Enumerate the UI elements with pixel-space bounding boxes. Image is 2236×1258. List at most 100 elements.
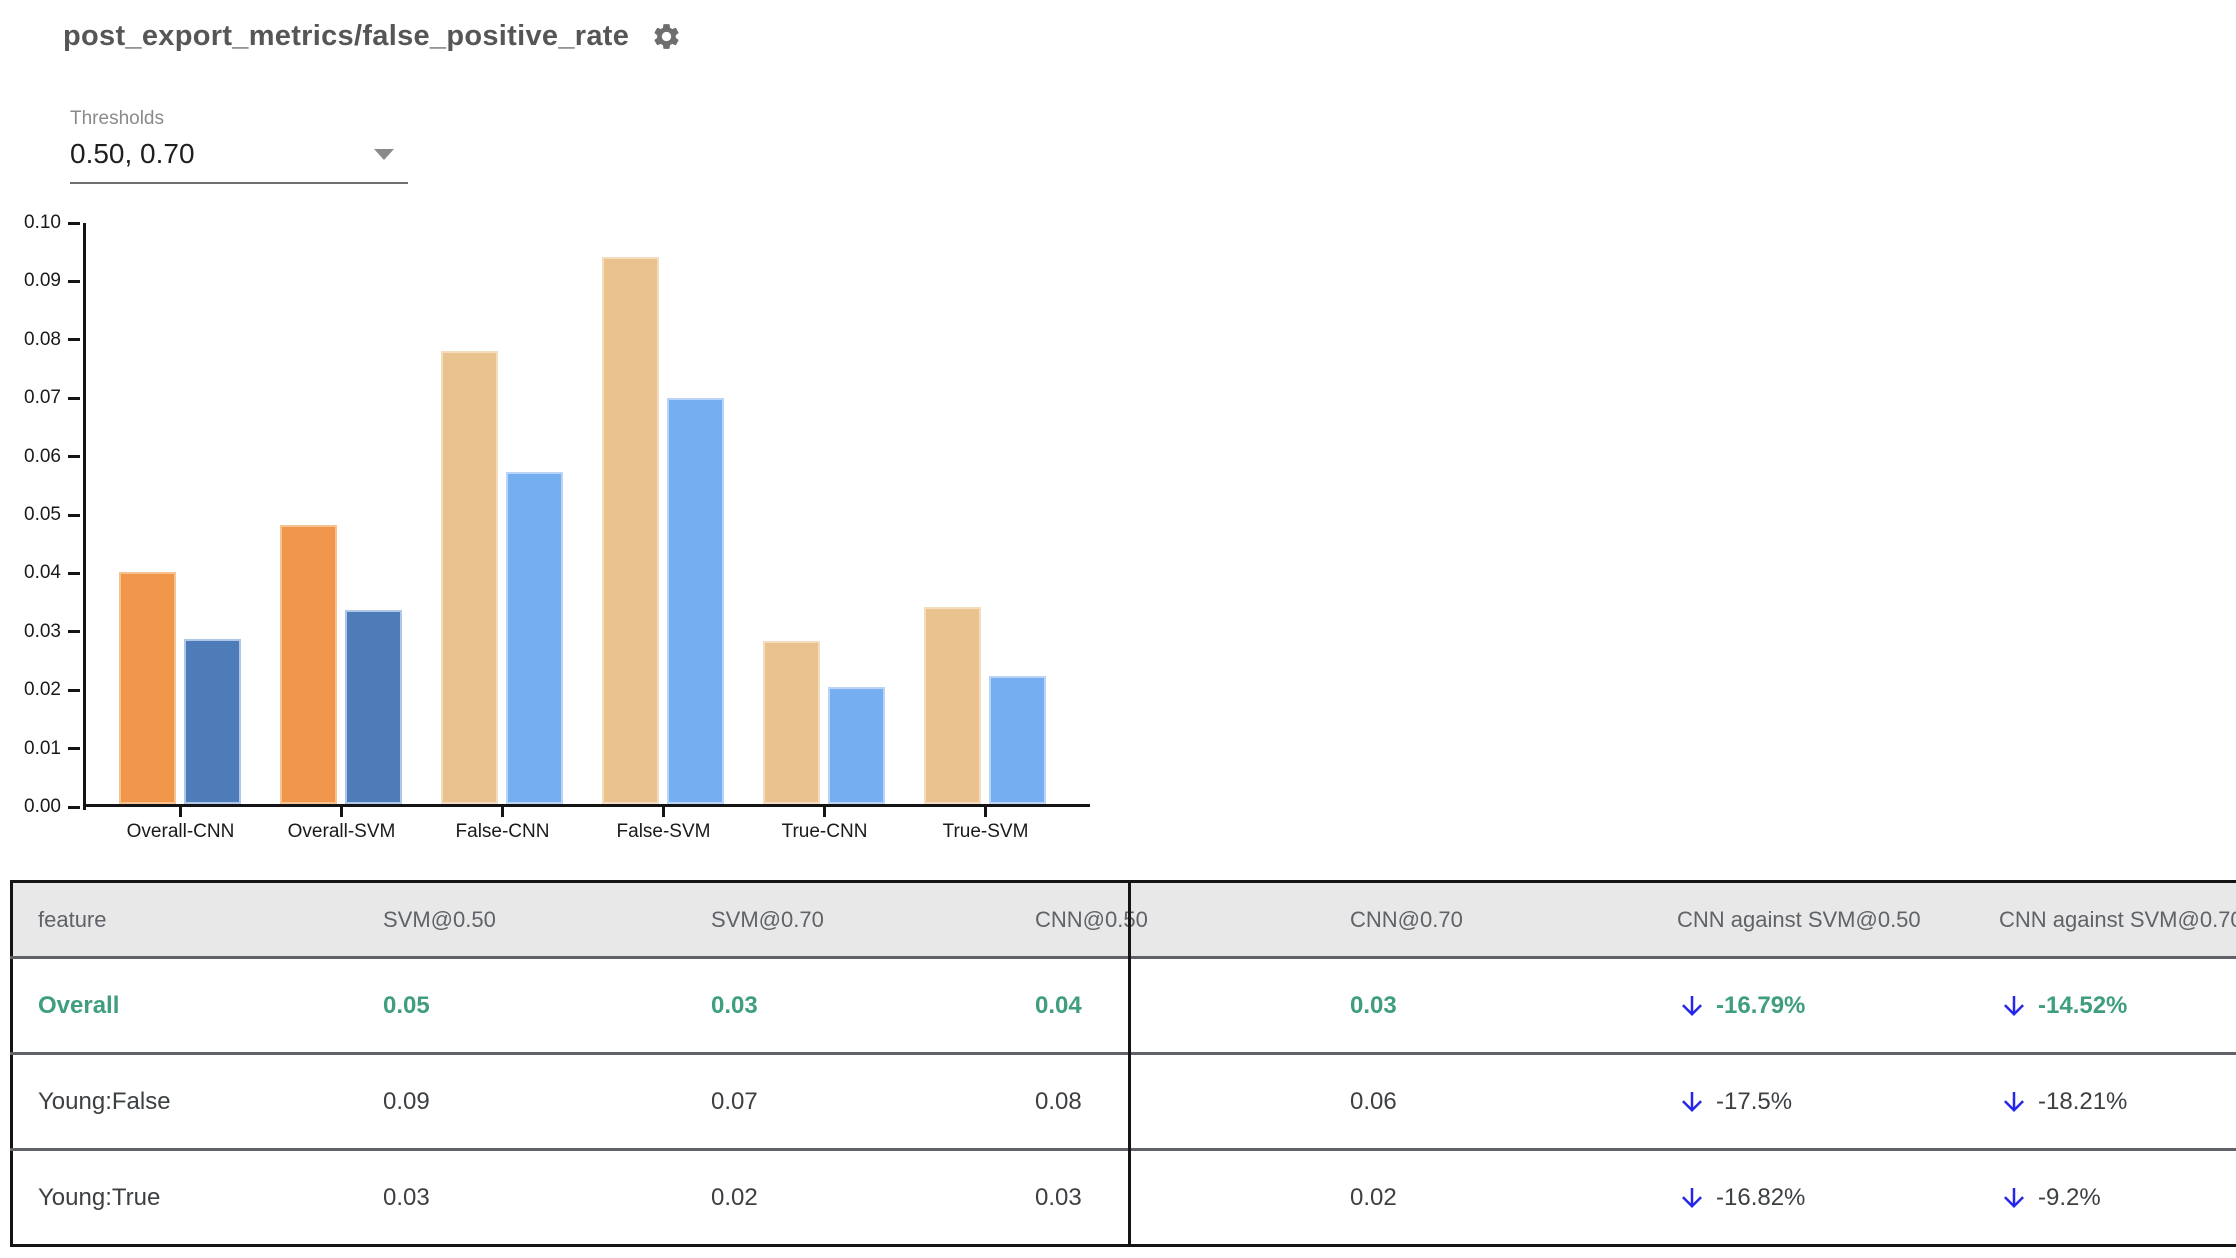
bar-false-cnn-threshold-0.50[interactable] xyxy=(441,351,498,804)
table-row-young-false[interactable]: Young:False 0.09 0.07 0.08 0.06 -17.5% -18.21% xyxy=(11,1053,2236,1151)
metric-value-cell: 0.02 xyxy=(706,1149,1030,1246)
column-header-svm-0-70: SVM@0.70 xyxy=(706,881,1030,959)
y-tick-label: 0.08 xyxy=(24,328,61,350)
metric-value-cell: 0.04 xyxy=(1030,957,1345,1055)
x-axis-label: Overall-SVM xyxy=(287,821,396,842)
page-title: post_export_metrics/false_positive_rate xyxy=(63,20,630,52)
arrow-down-icon xyxy=(2004,1187,2024,1208)
y-tick-label: 0.07 xyxy=(24,387,61,409)
x-axis-line xyxy=(83,804,1090,807)
bar-true-svm-threshold-0.70[interactable] xyxy=(989,676,1046,804)
column-header-cnn-against-svm-0-50: CNN against SVM@0.50 xyxy=(1672,881,1994,959)
comparison-cell: -9.2% xyxy=(1994,1149,2236,1246)
x-tick-mark xyxy=(179,807,182,817)
thresholds-value: 0.50, 0.70 xyxy=(70,138,195,169)
x-tick-mark xyxy=(823,807,826,817)
x-axis-label: False-SVM xyxy=(616,821,711,842)
y-tick-mark xyxy=(68,221,80,225)
y-tick-mark xyxy=(68,338,80,342)
bar-group-false-cnn xyxy=(441,351,564,804)
y-axis-line xyxy=(83,223,86,810)
metric-value-cell: 0.05 xyxy=(378,957,706,1055)
arrow-down-icon xyxy=(1682,995,1702,1016)
comparison-cell: -16.79% xyxy=(1672,957,1994,1055)
table-header-row: feature SVM@0.50 SVM@0.70 CNN@0.50 CNN@0.70 C… xyxy=(11,881,2236,959)
x-tick-mark xyxy=(501,807,504,817)
feature-cell: Young:True xyxy=(11,1149,378,1246)
bar-overall-cnn-threshold-0.70[interactable] xyxy=(184,639,241,804)
column-header-svm-0-50: SVM@0.50 xyxy=(378,881,706,959)
bar-overall-cnn-threshold-0.50[interactable] xyxy=(119,572,176,804)
thresholds-label: Thresholds xyxy=(70,108,164,129)
comparison-value: -16.79% xyxy=(1716,991,1806,1019)
arrow-down-icon xyxy=(1682,1187,1702,1208)
x-axis-label: Overall-CNN xyxy=(126,821,235,842)
metric-value-cell: 0.07 xyxy=(706,1053,1030,1151)
y-tick-label: 0.01 xyxy=(24,737,61,759)
y-tick-label: 0.05 xyxy=(24,504,61,525)
feature-cell: Young:False xyxy=(11,1053,378,1151)
y-tick-label: 0.09 xyxy=(24,270,61,292)
x-tick-mark xyxy=(984,807,987,817)
metrics-table-grid: feature SVM@0.50 SVM@0.70 CNN@0.50 CNN@0.70 C… xyxy=(10,880,2236,1247)
bar-false-cnn-threshold-0.70[interactable] xyxy=(506,472,563,804)
table-row-young-true[interactable]: Young:True 0.03 0.02 0.03 0.02 -16.82% -9.2% xyxy=(11,1149,2236,1246)
y-tick-mark xyxy=(68,455,80,459)
y-tick-label: 0.00 xyxy=(24,796,61,817)
bar-true-cnn-threshold-0.50[interactable] xyxy=(763,641,820,804)
comparison-cell: -18.21% xyxy=(1994,1053,2236,1151)
x-axis-label: True-SVM xyxy=(942,821,1029,842)
metric-value-cell: 0.02 xyxy=(1345,1149,1672,1246)
y-tick-mark xyxy=(68,805,80,809)
y-tick-mark xyxy=(68,747,80,751)
bar-true-cnn-threshold-0.70[interactable] xyxy=(828,687,885,804)
comparison-cell: -17.5% xyxy=(1672,1053,1994,1151)
arrow-down-icon xyxy=(2004,1091,2024,1112)
metric-value-cell: 0.08 xyxy=(1030,1053,1345,1151)
chevron-down-icon xyxy=(374,148,394,160)
arrow-down-icon xyxy=(1682,1091,1702,1112)
y-tick-label: 0.06 xyxy=(24,445,61,467)
y-tick-label: 0.04 xyxy=(24,562,61,584)
thresholds-select[interactable]: 0.50, 0.70 xyxy=(70,130,408,184)
metric-value-cell: 0.03 xyxy=(1345,957,1672,1055)
x-tick-mark xyxy=(340,807,343,817)
comparison-value: -14.52% xyxy=(2038,991,2128,1019)
bar-group-true-cnn xyxy=(763,641,886,804)
y-tick-mark xyxy=(68,571,80,575)
gear-icon[interactable] xyxy=(651,21,682,52)
metrics-table: feature SVM@0.50 SVM@0.70 CNN@0.50 CNN@0.70 C… xyxy=(10,880,2236,1247)
bar-overall-svm-threshold-0.70[interactable] xyxy=(345,610,402,804)
column-header-feature: feature xyxy=(11,881,378,959)
feature-cell: Overall xyxy=(11,957,378,1055)
bar-true-svm-threshold-0.50[interactable] xyxy=(924,607,981,804)
bar-group-overall-cnn xyxy=(119,572,242,804)
x-axis-label: True-CNN xyxy=(781,821,868,842)
plot-area: 0.00 0.01 0.02 0.03 0.04 0.05 0.06 0.07 0.08 0.09… xyxy=(24,212,1090,842)
y-tick-label: 0.10 xyxy=(24,212,61,233)
comparison-cell: -16.82% xyxy=(1672,1149,1994,1246)
arrow-down-icon xyxy=(2004,995,2024,1016)
metric-value-cell: 0.06 xyxy=(1345,1053,1672,1151)
column-header-cnn-0-50: CNN@0.50 xyxy=(1030,881,1345,959)
bar-group-true-svm xyxy=(924,607,1047,804)
thresholds-dropdown[interactable]: Thresholds 0.50, 0.70 xyxy=(70,108,408,184)
y-tick-label: 0.03 xyxy=(24,620,61,642)
comparison-value: -16.82% xyxy=(1716,1183,1806,1211)
y-tick-mark xyxy=(68,279,80,283)
bar-false-svm-threshold-0.70[interactable] xyxy=(667,398,724,804)
y-tick-label: 0.02 xyxy=(24,679,61,701)
table-section-divider xyxy=(1128,880,1131,1247)
metric-value-cell: 0.09 xyxy=(378,1053,706,1151)
bar-overall-svm-threshold-0.50[interactable] xyxy=(280,525,337,804)
column-header-cnn-against-svm-0-70: CNN against SVM@0.70 xyxy=(1994,881,2236,959)
comparison-value: -9.2% xyxy=(2038,1183,2101,1211)
y-tick-mark xyxy=(68,396,80,400)
table-row-overall[interactable]: Overall 0.05 0.03 0.04 0.03 -16.79% -14.52% xyxy=(11,957,2236,1055)
x-axis-label: False-CNN xyxy=(455,821,550,842)
metric-value-cell: 0.03 xyxy=(1030,1149,1345,1246)
x-tick-mark xyxy=(662,807,665,817)
bar-false-svm-threshold-0.50[interactable] xyxy=(602,257,659,804)
comparison-value: -17.5% xyxy=(1716,1087,1793,1115)
